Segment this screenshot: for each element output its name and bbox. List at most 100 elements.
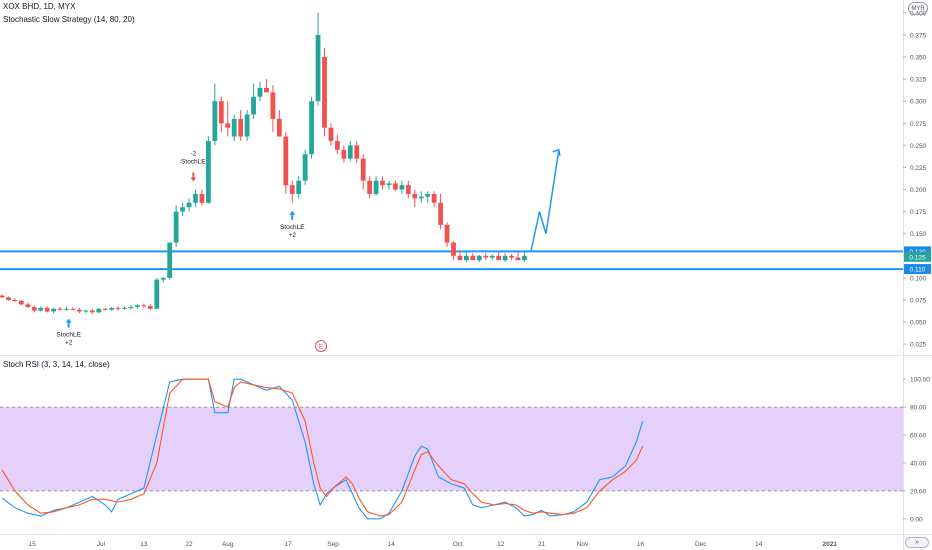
price-label: 0.110 [910,267,926,274]
candle-body [141,305,147,307]
candle-body [328,127,334,141]
short-entry-arrow [190,172,197,182]
candle-body [335,140,340,150]
candle-body [128,307,134,309]
candle-body [425,193,431,197]
candle-body [12,299,18,301]
candle-body [83,310,89,312]
candle-body [431,193,437,203]
candle-body [360,158,366,181]
time-tick-label: 14 [388,541,396,548]
price-tick-label: 0.225 [910,165,927,172]
price-tick-label: 0.200 [910,187,927,194]
long-entry-arrow [65,318,72,328]
candle-body [367,180,373,194]
candle-body [464,255,469,261]
candle-body [109,307,115,310]
candle-body [44,307,50,312]
stoch-rsi-d-line [1,378,644,517]
candle-body [238,118,244,137]
candle-body [405,185,411,194]
price-tick-label: 0.050 [910,320,927,327]
candle-body [270,92,276,119]
candle-body [476,255,482,261]
earnings-marker [315,340,327,352]
candle-body [89,310,95,313]
candle-body [218,101,224,124]
osc-tick-label: 100.00 [910,377,930,384]
candle-body [393,183,398,190]
candle-body [354,145,360,159]
candle-body [167,242,173,278]
time-tick-label: 21 [538,541,546,548]
candle-body [18,300,24,305]
candle-body [515,257,521,261]
candle-body [154,279,160,309]
osc-tick-label: 80.00 [910,405,927,412]
price-tick-label: 0.100 [910,275,927,282]
marker-label: StochLE [280,224,305,231]
candle-body [225,123,231,128]
time-tick-label: 17 [284,541,292,548]
candle-body [341,149,347,159]
candle-body [302,154,308,181]
long-entry-arrow [289,210,296,220]
candle-body [70,308,76,310]
price-tick-label: 0.250 [910,143,927,150]
candle-body [206,140,211,203]
price-tick-label: 0.075 [910,297,927,304]
time-tick-label: Jul [97,541,106,548]
price-tick-label: 0.150 [910,231,927,238]
candle-body [380,180,385,186]
time-tick-label: Oct [453,541,463,548]
candle-body [386,183,392,186]
symbol-title: XOX BHD, 1D, MYX [3,2,76,11]
candle-body [257,87,263,97]
candle-body [193,193,198,203]
candle-body [64,308,69,310]
time-tick-label: 16 [637,541,645,548]
candle-body [186,202,192,208]
candle-body [296,180,302,194]
candle-body [289,185,295,194]
scroll-to-realtime-button[interactable]: » [905,537,929,548]
candle-body [309,101,314,155]
osc-tick-label: 20.00 [910,488,927,495]
time-tick-label: Aug [222,541,234,548]
price-label-bg [904,246,931,257]
price-tick-label: 0.375 [910,32,927,39]
marker-qty: +2 [289,232,297,239]
time-tick-label: 13 [140,541,148,548]
candle-body [57,308,63,310]
candle-body [96,308,102,313]
candle-body [251,96,256,115]
time-tick-label: 14 [755,541,763,548]
indicator-title: Stoch RSI (3, 3, 14, 14, close) [3,360,110,369]
time-tick-label: 2021 [823,541,838,548]
candle-body [438,202,443,225]
candle-body [283,136,289,186]
candle-body [399,185,405,190]
strategy-title: Stochastic Slow Strategy (14, 80, 20) [3,15,135,24]
candle-body [51,308,56,312]
candle-body [315,34,321,102]
candle-body [31,307,37,311]
candle-body [77,309,82,312]
candle-body [322,57,327,128]
candle-body [25,304,31,308]
price-tick-label: 0.175 [910,209,927,216]
time-tick-label: 15 [28,541,36,548]
candle-body [522,255,527,261]
candle-body [418,196,424,199]
price-label-bg [904,251,931,262]
price-tick-label: 0.275 [910,121,927,128]
currency-button[interactable]: MYR [908,2,928,15]
time-tick-label: Sep [327,541,339,548]
marker-label: StochLE [181,159,206,166]
candle-body [180,207,185,212]
earnings-marker-label: E [319,344,324,351]
price-tick-label: 0.325 [910,77,927,84]
candle-body [0,295,5,298]
price-tick-label: 0.400 [910,10,927,17]
